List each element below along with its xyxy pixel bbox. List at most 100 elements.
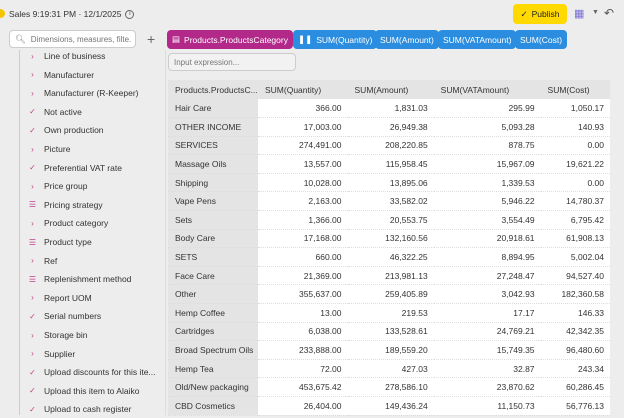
column-header[interactable]: SUM(VATAmount) (433, 80, 541, 99)
table-row: Old/New packaging 453,675.42 278,586.10 23,… (168, 377, 610, 397)
chevron-right-icon: › (31, 293, 34, 303)
title-text: Sales 9:19:31 PM · 12/1/2025 (9, 9, 122, 19)
expression-input[interactable]: Input expression... (168, 53, 296, 71)
cell-value: 61,908.13 (540, 229, 610, 249)
cell-value: 2,163.00 (258, 191, 348, 212)
cell-value: 13,557.00 (258, 154, 348, 174)
sidebar-item[interactable]: › Picture (28, 140, 70, 158)
cell-value: 5,002.04 (540, 247, 610, 267)
sidebar-item-label: Ref (44, 255, 58, 266)
sidebar-item-label: Manufacturer (44, 69, 95, 80)
measure-chip-quantity[interactable]: ❚❚ SUM(Quantity) (293, 30, 378, 49)
chevron-right-icon: › (31, 51, 34, 61)
cell-value: 453,675.42 (258, 377, 348, 397)
cell-value: 1,366.00 (258, 210, 348, 230)
status-marker-icon (0, 9, 5, 18)
table-row: CBD Cosmetics 26,404.00 149,436.24 11,150.7… (168, 396, 610, 416)
check-icon: ✓ (29, 125, 36, 135)
sidebar-item-label: Upload to cash register (44, 404, 132, 415)
info-icon[interactable]: i (125, 9, 135, 19)
dimension-chip[interactable]: ▤ Products.ProductsCategory (167, 30, 293, 49)
column-header[interactable]: Products.ProductsC... (168, 80, 258, 99)
publish-button[interactable]: ✓ Publish (513, 4, 567, 24)
sidebar-item[interactable]: › Manufacturer (R-Keeper) (28, 84, 138, 102)
table-row: Hemp Tea 72.00 427.03 32.87 243.34 (168, 359, 610, 379)
sidebar-item[interactable]: › Price group (28, 177, 87, 195)
table-row: Cartridges 6,038.00 133,528.61 24,769.21 42,… (168, 322, 610, 342)
measure-chip-vatamount[interactable]: SUM(VATAmount) (438, 30, 517, 49)
row-label: Body Care (168, 229, 258, 249)
row-label: Sets (168, 210, 258, 230)
cell-value: 14,780.37 (540, 191, 610, 212)
sidebar-item[interactable]: › Report UOM (28, 289, 92, 307)
sidebar-item[interactable]: › Line of business (28, 47, 105, 65)
cell-value: 233,888.00 (258, 340, 348, 360)
sidebar-item-label: Upload discounts for this ite... (44, 367, 156, 378)
column-header[interactable]: SUM(Quantity) (258, 80, 348, 99)
sidebar-item[interactable]: ✓ Upload to cash register (28, 400, 131, 418)
sidebar-item[interactable]: ☰ Pricing strategy (28, 196, 103, 214)
sidebar-item[interactable]: › Supplier (28, 345, 75, 363)
search-input[interactable] (30, 34, 131, 44)
sidebar-item[interactable]: ✓ Not active (28, 103, 82, 121)
table-row: Hair Care 366.00 1,831.03 295.99 1,050.17 (168, 99, 610, 119)
sidebar-item-label: Picture (44, 144, 71, 154)
sidebar-item-label: Product category (44, 218, 109, 229)
sidebar-item[interactable]: ☰ Product type (28, 233, 92, 251)
table-row: SETS 660.00 46,322.25 8,894.95 5,002.04 (168, 247, 610, 267)
sidebar-item[interactable]: › Manufacturer (28, 66, 94, 84)
cell-value: 8,894.95 (433, 247, 541, 267)
table-row: OTHER INCOME 17,003.00 26,949.38 5,093.28 14… (168, 117, 610, 137)
row-label: SETS (168, 247, 258, 267)
sidebar-item[interactable]: ✓ Upload this item to Alaiko (28, 382, 139, 400)
tree-line (19, 50, 20, 415)
table-row: Body Care 17,168.00 132,160.56 20,918.61 61,… (168, 229, 610, 249)
cell-value: 33,582.02 (347, 191, 434, 212)
cell-value: 274,491.00 (258, 136, 348, 156)
sidebar-item[interactable]: › Product category (28, 214, 108, 232)
row-label: Hemp Coffee (168, 303, 258, 323)
sidebar-item[interactable]: ☰ Replenishment method (28, 270, 132, 288)
measure-chip-amount[interactable]: SUM(Amount) (375, 30, 439, 49)
sidebar-item[interactable]: ✓ Preferential VAT rate (28, 159, 122, 177)
cell-value: 189,559.20 (347, 340, 434, 360)
row-label: Hemp Tea (168, 359, 258, 379)
sidebar-item[interactable]: ✓ Own production (28, 121, 103, 139)
chevron-right-icon: › (31, 88, 34, 98)
table-row: Sets 1,366.00 20,553.75 3,554.49 6,795.42 (168, 210, 610, 230)
cell-value: 27,248.47 (433, 266, 541, 286)
column-header[interactable]: SUM(Amount) (347, 80, 434, 99)
cell-value: 11,150.73 (433, 396, 541, 416)
field-search[interactable]: 🔍︎ (9, 30, 136, 48)
row-label: Other (168, 284, 258, 305)
cell-value: 355,637.00 (258, 284, 348, 305)
grid-view-icon[interactable]: ▦ (574, 8, 585, 20)
row-label: Old/New packaging (168, 377, 258, 397)
cell-value: 146.33 (540, 303, 610, 323)
table-row: Face Care 21,369.00 213,981.13 27,248.47 94,… (168, 266, 610, 286)
columns-icon: ❚❚ (298, 34, 313, 44)
row-label: Hair Care (168, 99, 258, 119)
cell-value: 72.00 (258, 359, 348, 379)
sidebar-item[interactable]: › Ref (28, 252, 57, 270)
row-label: Face Care (168, 266, 258, 286)
cell-value: 3,042.93 (433, 284, 541, 305)
search-icon: 🔍︎ (15, 33, 26, 44)
cell-value: 19,621.22 (540, 154, 610, 174)
sidebar-item[interactable]: ✓ Upload discounts for this ite... (28, 363, 156, 381)
undo-icon[interactable]: ↶ (604, 6, 615, 20)
check-icon: ✓ (29, 404, 36, 414)
cell-value: 6,795.42 (540, 210, 610, 230)
column-header[interactable]: SUM(Cost) (540, 80, 610, 99)
chevron-right-icon: › (31, 181, 34, 191)
row-label: Massage Oils (168, 154, 258, 174)
cell-value: 878.75 (433, 136, 541, 156)
chevron-down-icon[interactable]: ▼ (592, 9, 599, 16)
add-button[interactable]: + (147, 31, 156, 47)
cell-value: 26,949.38 (347, 117, 434, 137)
cell-value: 13,895.06 (347, 173, 434, 193)
measure-chip-cost[interactable]: SUM(Cost) (515, 30, 568, 49)
sidebar-item[interactable]: ✓ Serial numbers (28, 307, 101, 325)
cell-value: 10,028.00 (258, 173, 348, 193)
sidebar-item[interactable]: › Storage bin (28, 326, 87, 344)
